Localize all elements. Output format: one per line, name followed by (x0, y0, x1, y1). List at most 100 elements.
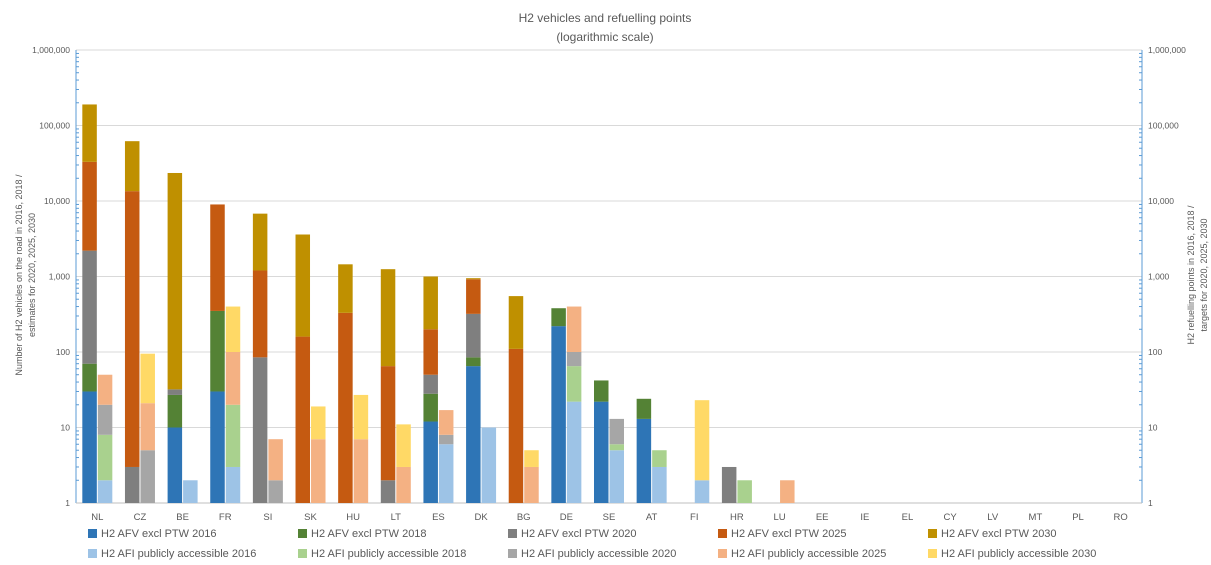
bar-segment: NL — H2 AFI publicly accessible 2016: 2 (97, 480, 113, 503)
bar-segment: FR — H2 AFV excl PTW 2025: 9000 (210, 204, 225, 311)
x-category-label: BG (517, 512, 531, 523)
bar-segment: SK — H2 AFV excl PTW 2030: 3600 (295, 234, 311, 337)
legend-swatch (718, 549, 727, 558)
legend-label: H2 AFI publicly accessible 2030 (941, 548, 1096, 560)
legend-swatch (88, 529, 97, 538)
left-y-tick-label: 10,000 (44, 196, 70, 206)
bar-segment: NL — H2 AFI publicly accessible 2025: 50 (97, 374, 113, 405)
bar-segment: ES — H2 AFV excl PTW 2016: 12 (423, 421, 438, 503)
legend-swatch (928, 529, 937, 538)
bar-segment: HR — H2 AFV excl PTW 2020: 3 (721, 466, 737, 503)
legend-swatch (928, 549, 937, 558)
bar-segment: BG — H2 AFI publicly accessible 2030: 5 (524, 450, 539, 467)
chart-subtitle: (logarithmic scale) (556, 30, 653, 44)
bar-segment: LT — H2 AFV excl PTW 2025: 65 (380, 366, 396, 481)
bar-segment: FR — H2 AFI publicly accessible 2018: 20 (225, 404, 241, 467)
legend-label: H2 AFV excl PTW 2025 (731, 528, 847, 540)
bar-segment: AT — H2 AFV excl PTW 2016: 13 (636, 418, 652, 503)
bar-segment: BE — H2 AFV excl PTW 2016: 10 (167, 427, 183, 503)
bar-segment: DE — H2 AFI publicly accessible 2018: 65 (566, 366, 582, 402)
bar-segment: SI — H2 AFI publicly accessible 2020: 2 (268, 480, 283, 503)
x-category-label: FR (219, 512, 232, 523)
left-y-tick-label: 1,000,000 (32, 45, 70, 55)
right-y-axis-title-line2: targets for 2020, 2025, 2030 (1199, 218, 1209, 331)
bar-segment: AT — H2 AFI publicly accessible 2018: 5 (652, 450, 667, 467)
legend-swatch (298, 529, 307, 538)
bar-segment: DK — H2 AFI publicly accessible 2016: 10 (481, 427, 497, 503)
legend: H2 AFV excl PTW 2016 H2 AFV excl PTW 2018… (88, 528, 1096, 560)
bar-segment: ES — H2 AFV excl PTW 2030: 1000 (423, 276, 438, 330)
bar-segment: AT — H2 AFV excl PTW 2018: 24 (636, 398, 652, 419)
bar-segment: BE — H2 AFI publicly accessible 2016: 2 (183, 480, 198, 503)
x-category-label: CY (944, 512, 958, 523)
bar-segment: SK — H2 AFI publicly accessible 2025: 7 (311, 439, 326, 503)
bar-segment: CZ — H2 AFV excl PTW 2025: 13500 (124, 191, 140, 467)
right-y-tick-label: 100 (1148, 347, 1162, 357)
legend-label: H2 AFI publicly accessible 2016 (101, 548, 256, 560)
bar-segment: BE — H2 AFV excl PTW 2030: 23500 (167, 172, 183, 390)
left-y-axis-title-line1: Number of H2 vehicles on the road in 201… (14, 174, 24, 376)
left-y-tick-label: 1 (65, 498, 70, 508)
x-category-label: LV (987, 512, 999, 523)
x-category-label: HR (730, 512, 744, 523)
legend-label: H2 AFV excl PTW 2018 (311, 528, 427, 540)
legend-label: H2 AFV excl PTW 2016 (101, 528, 217, 540)
bar-segment: BE — H2 AFV excl PTW 2018: 27 (167, 394, 183, 428)
x-category-label: ES (432, 512, 445, 523)
x-category-label: CZ (134, 512, 147, 523)
bar-segment: NL — H2 AFV excl PTW 2016: 30 (82, 391, 97, 503)
left-y-tick-label: 100 (56, 347, 70, 357)
x-category-label: IE (860, 512, 869, 523)
bar-segment: ES — H2 AFI publicly accessible 2025: 17 (438, 410, 454, 435)
x-category-label: HU (346, 512, 360, 523)
bar-segment: ES — H2 AFV excl PTW 2018: 28 (423, 393, 438, 422)
bar-segment: FR — H2 AFV excl PTW 2016: 30 (210, 391, 225, 503)
bar-segment: ES — H2 AFV excl PTW 2020: 50 (423, 374, 438, 394)
bar-segment: NL — H2 AFI publicly accessible 2020: 20 (97, 404, 113, 435)
legend-swatch (298, 549, 307, 558)
bar-segment: FR — H2 AFI publicly accessible 2030: 40… (225, 306, 241, 352)
bar-segment: DE — H2 AFI publicly accessible 2016: 22 (566, 401, 582, 503)
x-category-label: LU (773, 512, 785, 523)
x-category-labels: NL CZ BE FR SI SK HU LT ES DK BG DE SE AT FI HR LU EE IE EL… (91, 512, 1128, 523)
right-y-tick-label: 10,000 (1148, 196, 1174, 206)
bar-segment: FR — H2 AFV excl PTW 2018: 350 (210, 310, 225, 392)
x-category-label: SK (304, 512, 317, 523)
bar-segment: HU — H2 AFI publicly accessible 2025: 7 (353, 439, 369, 503)
x-category-label: LT (391, 512, 402, 523)
right-y-tick-label: 1,000 (1148, 272, 1170, 282)
left-y-tick-label: 10 (61, 423, 71, 433)
bar-segment: ES — H2 AFV excl PTW 2025: 200 (423, 329, 438, 375)
bar-segment: DE — H2 AFV excl PTW 2016: 220 (551, 326, 566, 503)
bar-segment: CZ — H2 AFI publicly accessible 2030: 95 (140, 353, 155, 404)
x-category-label: DE (560, 512, 573, 523)
x-category-label: FI (690, 512, 698, 523)
bar-segment: FI — H2 AFI publicly accessible 2016: 2 (694, 480, 710, 503)
bar-segment: FR — H2 AFI publicly accessible 2025: 10… (225, 352, 241, 405)
bar-segment: ES — H2 AFI publicly accessible 2020: 8 (438, 434, 454, 445)
bar-segment: NL — H2 AFV excl PTW 2018: 70 (82, 363, 97, 392)
bar-segment: SI — H2 AFV excl PTW 2025: 1200 (252, 270, 268, 358)
legend-swatch (508, 529, 517, 538)
legend-swatch (88, 549, 97, 558)
bar-segment: FI — H2 AFI publicly accessible 2030: 23 (694, 400, 710, 481)
bar-segment: CZ — H2 AFI publicly accessible 2025: 21 (140, 403, 155, 451)
bar-segment: CZ — H2 AFV excl PTW 2020: 3 (124, 466, 140, 503)
right-y-tick-labels: 1 10 100 1,000 10,000 100,000 1,000,000 (1148, 45, 1186, 508)
bar-segment: LT — H2 AFV excl PTW 2030: 1250 (380, 269, 396, 367)
bar-segment: SI — H2 AFV excl PTW 2020: 85 (252, 357, 268, 503)
right-y-tick-label: 1 (1148, 498, 1153, 508)
bar-segment: FR — H2 AFI publicly accessible 2016: 3 (225, 466, 241, 503)
bar-segment: DK — H2 AFV excl PTW 2030: 950 (466, 278, 481, 280)
bar-segment: NL — H2 AFV excl PTW 2020: 2200 (82, 250, 97, 364)
left-y-tick-labels: 1 10 100 1,000 10,000 100,000 1,000,000 (32, 45, 70, 508)
bar-segment: NL — H2 AFI publicly accessible 2018: 8 (97, 434, 113, 481)
bar-segment: SI — H2 AFI publicly accessible 2025: 7 (268, 439, 283, 481)
x-category-label: RO (1114, 512, 1128, 523)
bar-segment: DK — H2 AFV excl PTW 2020: 320 (466, 313, 481, 358)
bar-segment: NL — H2 AFV excl PTW 2025: 33000 (82, 161, 97, 251)
bar-segment: ES — H2 AFI publicly accessible 2016: 6 (438, 444, 454, 503)
bar-segment: DE — H2 AFV excl PTW 2018: 380 (551, 308, 566, 327)
right-y-axis-title-line1: H2 refuelling points in 2016, 2018 / (1186, 205, 1196, 345)
